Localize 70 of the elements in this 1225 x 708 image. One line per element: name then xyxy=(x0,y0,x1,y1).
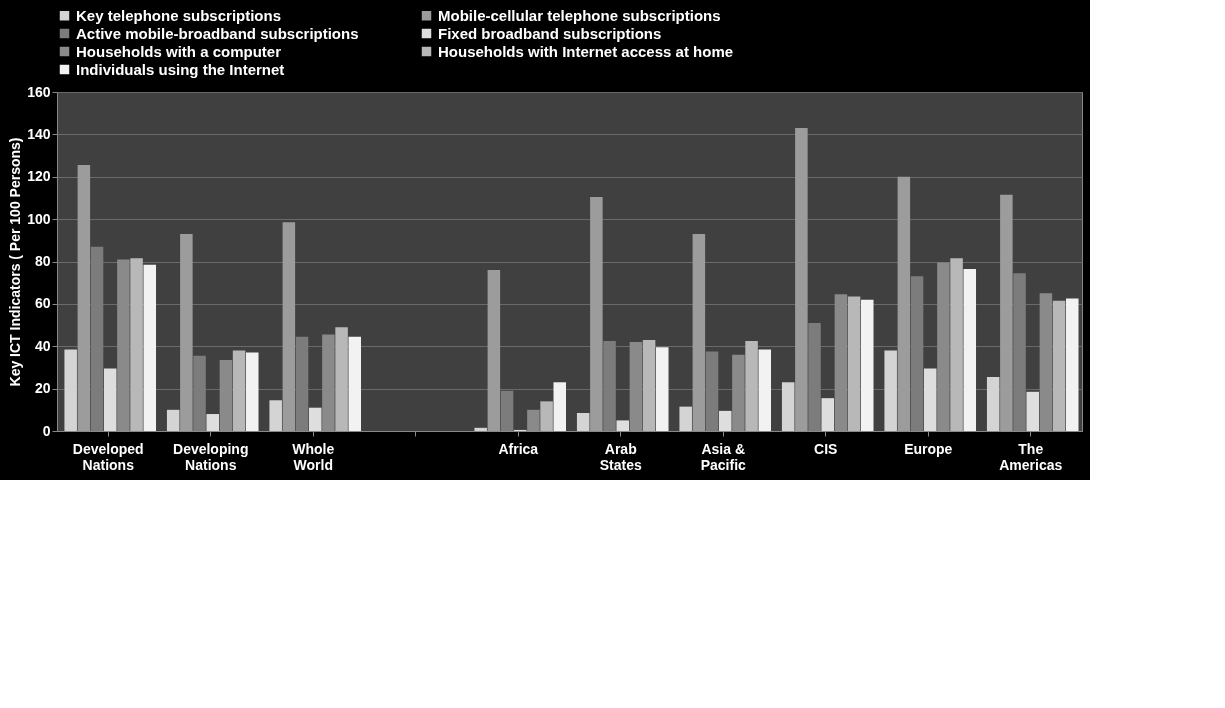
bar xyxy=(897,176,911,431)
bar xyxy=(348,336,362,431)
bar xyxy=(656,347,669,431)
bar xyxy=(821,398,834,431)
bar xyxy=(130,258,143,431)
bar xyxy=(590,196,603,431)
bar xyxy=(282,222,296,431)
legend-label: Households with a computer xyxy=(76,42,282,60)
y-tick-label: 60 xyxy=(34,295,51,312)
bar xyxy=(308,407,322,431)
x-tick-label: Whole World xyxy=(292,440,335,473)
bar xyxy=(692,233,706,431)
bar xyxy=(986,376,1000,431)
bar xyxy=(103,368,117,431)
bar xyxy=(950,258,963,431)
bar xyxy=(884,350,897,431)
bar xyxy=(642,339,656,431)
bar xyxy=(923,368,937,431)
y-tick-label: 0 xyxy=(42,422,51,439)
bar xyxy=(718,410,732,431)
bar xyxy=(77,165,91,431)
bar xyxy=(180,233,193,431)
bar xyxy=(963,268,977,431)
bar xyxy=(487,269,501,431)
y-tick-label: 20 xyxy=(34,380,51,397)
y-tick-label: 100 xyxy=(27,210,51,227)
bar xyxy=(269,400,282,431)
bar xyxy=(745,340,758,431)
bar xyxy=(206,414,219,431)
y-tick-label: 160 xyxy=(27,83,51,100)
x-tick-label: Arab States xyxy=(599,440,642,473)
bar xyxy=(781,382,795,431)
bar xyxy=(143,264,157,431)
y-tick-label: 120 xyxy=(27,168,51,185)
x-tick-label: Asia & Pacific xyxy=(700,440,747,473)
y-tick-label: 40 xyxy=(34,337,51,354)
bar xyxy=(861,299,874,431)
bar xyxy=(553,382,567,431)
bar xyxy=(1000,194,1013,431)
legend-label: Mobile-cellular telephone subscriptions xyxy=(438,6,721,24)
bar xyxy=(679,406,692,431)
x-tick-label: CIS xyxy=(814,440,838,457)
bar xyxy=(474,427,487,431)
y-tick-label: 80 xyxy=(34,253,51,269)
legend-label: Individuals using the Internet xyxy=(76,60,285,78)
bar xyxy=(335,327,348,431)
bar xyxy=(246,352,259,431)
x-tick-label: The Americas xyxy=(999,440,1063,473)
bar xyxy=(64,349,77,431)
legend-label: Active mobile-broadband subscriptions xyxy=(76,24,359,42)
bar xyxy=(1066,298,1079,431)
bar xyxy=(847,296,861,431)
bar xyxy=(616,420,629,431)
bar xyxy=(1026,391,1039,431)
x-tick-label: Europe xyxy=(904,440,953,457)
bar xyxy=(540,401,553,431)
bar xyxy=(758,349,772,431)
x-tick-label: Developing Nations xyxy=(173,440,249,473)
x-tick-label: Africa xyxy=(498,440,539,457)
legend-label: Key telephone subscriptions xyxy=(76,6,282,24)
bar xyxy=(232,350,246,431)
bar xyxy=(795,128,808,431)
legend-label: Households with Internet access at home xyxy=(438,42,734,60)
x-tick-label: Developed Nations xyxy=(72,440,144,473)
y-axis-title: Key ICT Indicators ( Per 100 Persons) xyxy=(7,137,24,387)
y-tick-label: 140 xyxy=(27,125,51,142)
bar xyxy=(1052,300,1066,431)
bar xyxy=(166,409,180,431)
bar xyxy=(576,412,590,431)
legend-label: Fixed broadband subscriptions xyxy=(438,24,662,42)
